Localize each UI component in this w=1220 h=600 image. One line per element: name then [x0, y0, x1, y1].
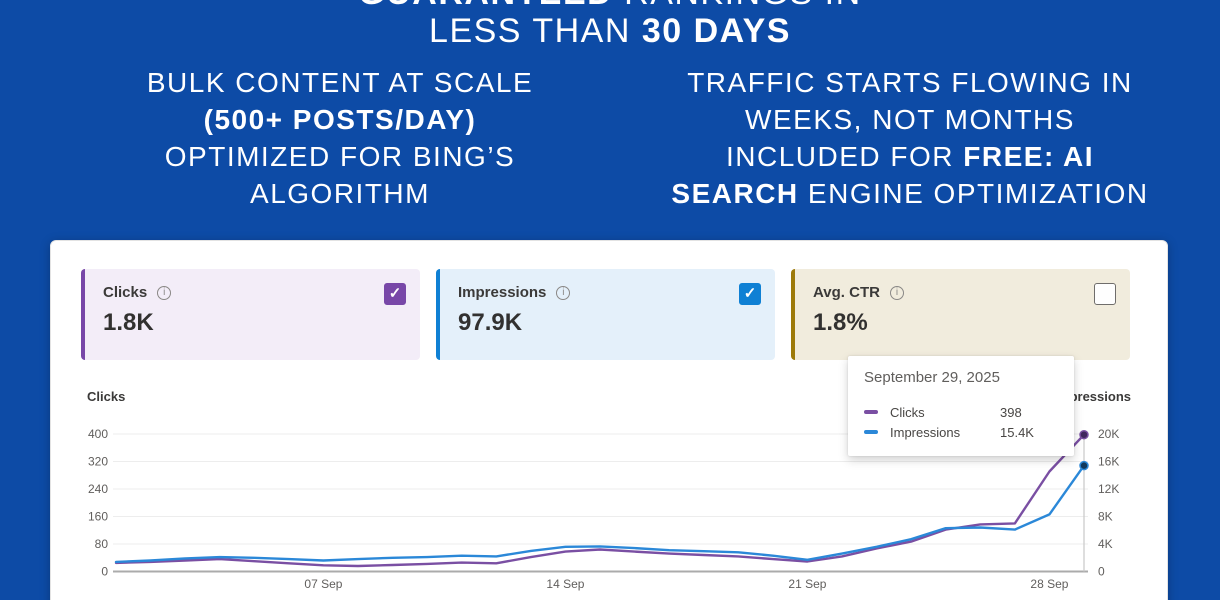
tooltip-row-clicks: Clicks 398: [864, 402, 1058, 422]
tooltip-series-label: Impressions: [890, 424, 961, 440]
metric-card-impressions[interactable]: Impressions i 97.9K ✓: [436, 269, 775, 360]
tooltip-date: September 29, 2025: [864, 369, 1000, 386]
metric-value: 97.9K: [458, 309, 523, 336]
left-benefit: BULK CONTENT AT SCALE (500+ POSTS/DAY) O…: [55, 64, 625, 212]
svg-text:20K: 20K: [1098, 427, 1119, 441]
benefit-line: INCLUDED FOR FREE: AI: [725, 141, 1095, 172]
metric-card-clicks[interactable]: Clicks i 1.8K ✓: [81, 269, 420, 360]
chart-tooltip: September 29, 2025 Clicks 398 Impression…: [848, 356, 1074, 456]
svg-text:07 Sep: 07 Sep: [304, 577, 342, 591]
svg-text:80: 80: [95, 537, 109, 551]
svg-text:14 Sep: 14 Sep: [546, 577, 584, 591]
headline-line2: LESS THAN 30 DAYS: [0, 12, 1220, 50]
benefit-line: WEEKS, NOT MONTHS: [745, 104, 1075, 135]
analytics-panel: Clicks i 1.8K ✓ Impressions i 97.9K ✓ Av…: [50, 240, 1168, 600]
tooltip-series-value: 398: [1000, 404, 1022, 420]
metric-value: 1.8%: [813, 309, 868, 336]
tooltip-series-value: 15.4K: [1000, 424, 1034, 440]
headline-bold-text: 30 DAYS: [641, 12, 791, 50]
svg-text:16K: 16K: [1098, 455, 1119, 469]
headline: GUARANTEED RANKINGS IN LESS THAN 30 DAYS: [0, 0, 1220, 50]
metric-cards: Clicks i 1.8K ✓ Impressions i 97.9K ✓ Av…: [81, 269, 1130, 360]
benefit-line-bold: (500+ POSTS/DAY): [203, 104, 477, 135]
left-axis-title: Clicks: [87, 389, 126, 404]
svg-text:28 Sep: 28 Sep: [1030, 577, 1068, 591]
avg-ctr-checkbox[interactable]: [1094, 283, 1116, 305]
svg-text:0: 0: [1098, 565, 1105, 579]
clicks-checkbox[interactable]: ✓: [384, 283, 406, 305]
tooltip-series-label: Clicks: [890, 404, 925, 420]
impressions-series-swatch: [864, 430, 878, 434]
metric-label: Clicks: [103, 284, 148, 301]
svg-text:0: 0: [101, 565, 108, 579]
info-icon[interactable]: i: [556, 285, 571, 300]
svg-text:240: 240: [88, 482, 108, 496]
right-benefit: TRAFFIC STARTS FLOWING IN WEEKS, NOT MON…: [615, 64, 1205, 212]
info-icon[interactable]: i: [157, 285, 172, 300]
traffic-line-chart[interactable]: 0 0 80 4K 160 8K 240 12K 320 16K 400 20K 07 Sep 14 Se…: [86, 421, 1126, 599]
headline-bold-text: GUARANTEED: [358, 0, 613, 12]
svg-text:320: 320: [88, 455, 108, 469]
benefit-line: SEARCH ENGINE OPTIMIZATION: [671, 178, 1149, 209]
impressions-checkbox[interactable]: ✓: [739, 283, 761, 305]
benefit-line: OPTIMIZED FOR BING’S: [164, 141, 516, 172]
svg-text:8K: 8K: [1098, 510, 1113, 524]
headline-text: RANKINGS IN: [613, 0, 861, 12]
metric-card-avg-ctr[interactable]: Avg. CTR i 1.8%: [791, 269, 1130, 360]
benefit-line: ALGORITHM: [250, 178, 430, 209]
svg-text:160: 160: [88, 510, 108, 524]
metric-value: 1.8K: [103, 309, 154, 336]
svg-text:12K: 12K: [1098, 482, 1119, 496]
svg-text:400: 400: [88, 427, 108, 441]
svg-text:21 Sep: 21 Sep: [788, 577, 826, 591]
headline-text: LESS THAN: [429, 12, 642, 50]
benefit-line: TRAFFIC STARTS FLOWING IN: [687, 67, 1133, 98]
metric-label: Avg. CTR: [813, 284, 880, 301]
info-icon[interactable]: i: [889, 285, 904, 300]
benefit-line: BULK CONTENT AT SCALE: [146, 67, 534, 98]
tooltip-row-impressions: Impressions 15.4K: [864, 422, 1058, 442]
clicks-series-swatch: [864, 410, 878, 414]
metric-label: Impressions: [458, 284, 547, 301]
headline-line1: GUARANTEED RANKINGS IN: [0, 0, 1220, 12]
svg-text:4K: 4K: [1098, 537, 1113, 551]
